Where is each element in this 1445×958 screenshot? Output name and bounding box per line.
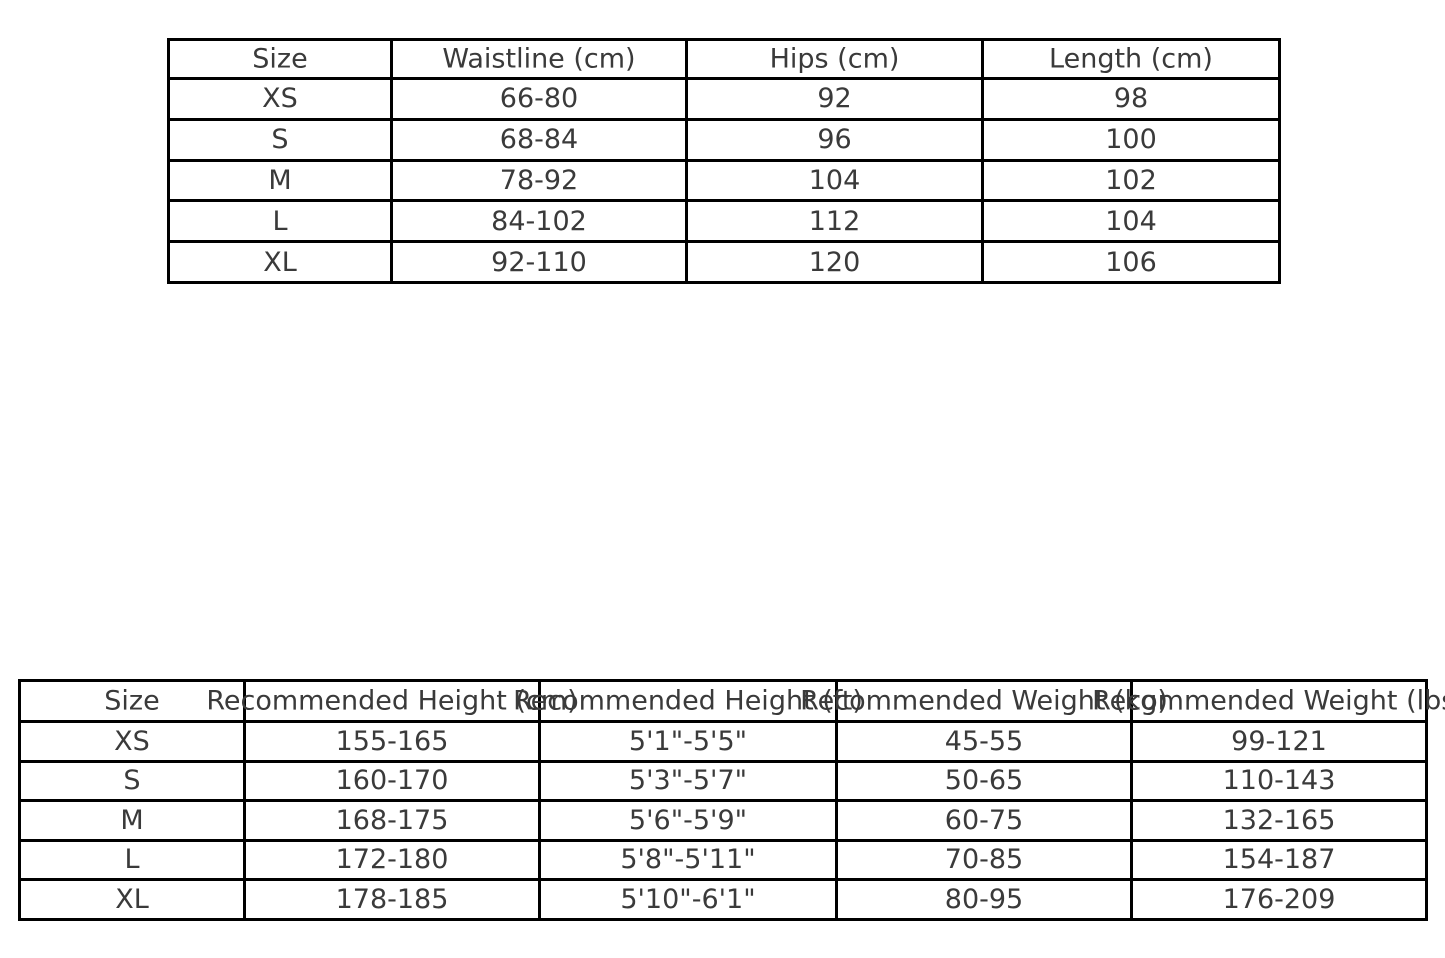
table-row: XS 66-80 92 98 (167, 77, 1281, 121)
table-row: L 84-102 112 104 (167, 199, 1281, 244)
body-size-table: Size Recommended Height (cm) Recommended H… (18, 679, 1445, 921)
table-row: XS 155-165 5'1"-5'5" 45-55 99-121 (18, 720, 1428, 763)
column-header: Size (167, 38, 393, 80)
table-cell: 104 (981, 199, 1281, 244)
table-cell: 5'8"-5'11" (538, 838, 838, 881)
table-cell: S (167, 117, 393, 162)
table-cell: S (18, 759, 246, 802)
table-row: XL 92-110 120 106 (167, 240, 1281, 284)
table-cell: 168-175 (243, 799, 541, 842)
table-cell: 110-143 (1130, 759, 1428, 802)
table-cell: 98 (981, 77, 1281, 121)
table-cell: 178-185 (243, 878, 541, 921)
table-cell: 112 (685, 199, 984, 244)
table-cell: 106 (981, 240, 1281, 284)
table-cell: 84-102 (390, 199, 688, 244)
table-row: L 172-180 5'8"-5'11" 70-85 154-187 (18, 838, 1428, 881)
header-row: Size Recommended Height (cm) Recommended H… (18, 679, 1445, 723)
table-cell: 80-95 (835, 878, 1133, 921)
header-row: Size Waistline (cm) Hips (cm) Length (cm) (167, 38, 1281, 80)
table-cell: 50-65 (835, 759, 1133, 802)
body-size-table-header: Size Recommended Height (cm) Recommended H… (18, 679, 1445, 723)
table-cell: 96 (685, 117, 984, 162)
table-cell: 68-84 (390, 117, 688, 162)
table-cell: 99-121 (1130, 720, 1428, 763)
table-cell: M (18, 799, 246, 842)
table-cell: 45-55 (835, 720, 1133, 763)
table-cell: 70-85 (835, 838, 1133, 881)
column-header: Recommended Weight (lbs) (1092, 679, 1445, 723)
table-cell: 154-187 (1130, 838, 1428, 881)
table-row: M 78-92 104 102 (167, 158, 1281, 203)
column-header: Hips (cm) (685, 38, 984, 80)
table-row: XL 178-185 5'10"-6'1" 80-95 176-209 (18, 878, 1428, 921)
table-cell: 120 (685, 240, 984, 284)
body-size-table-body: XS 155-165 5'1"-5'5" 45-55 99-121 S 160-170 5'3… (18, 720, 1428, 921)
column-header-label: Size (104, 685, 160, 717)
column-header: Waistline (cm) (390, 38, 688, 80)
table-cell: 155-165 (243, 720, 541, 763)
garment-size-table: Size Waistline (cm) Hips (cm) Length (cm) X… (167, 38, 1281, 284)
table-row: S 160-170 5'3"-5'7" 50-65 110-143 (18, 759, 1428, 802)
column-header: Length (cm) (981, 38, 1281, 80)
column-header-label: Length (cm) (1049, 43, 1213, 75)
table-cell: 176-209 (1130, 878, 1428, 921)
column-header-label: Waistline (cm) (442, 43, 636, 75)
table-cell: 92-110 (390, 240, 688, 284)
table-row: S 68-84 96 100 (167, 117, 1281, 162)
column-header: Recommended Weight (kg) (800, 679, 1168, 723)
table-cell: 78-92 (390, 158, 688, 203)
column-header-label: Hips (cm) (769, 43, 900, 75)
table-cell: XS (167, 77, 393, 121)
table-cell: 5'1"-5'5" (538, 720, 838, 763)
column-header: Recommended Height (ft) (513, 679, 863, 723)
table-cell: L (167, 199, 393, 244)
table-cell: 5'6"-5'9" (538, 799, 838, 842)
table-cell: 104 (685, 158, 984, 203)
table-cell: 102 (981, 158, 1281, 203)
table-cell: 132-165 (1130, 799, 1428, 842)
table-cell: XS (18, 720, 246, 763)
table-cell: 66-80 (390, 77, 688, 121)
table-cell: XL (18, 878, 246, 921)
table-row: M 168-175 5'6"-5'9" 60-75 132-165 (18, 799, 1428, 842)
table-cell: 172-180 (243, 838, 541, 881)
table-cell: 5'10"-6'1" (538, 878, 838, 921)
table-cell: 160-170 (243, 759, 541, 802)
table-cell: L (18, 838, 246, 881)
garment-size-table-body: XS 66-80 92 98 S 68-84 96 100 M 78-92 104 102 L 84-10… (167, 77, 1281, 284)
table-cell: 100 (981, 117, 1281, 162)
column-header: Size (18, 679, 246, 723)
column-header-label: Size (252, 43, 308, 75)
table-cell: 60-75 (835, 799, 1133, 842)
column-header-label: Recommended Height (cm) (206, 685, 578, 717)
column-header-label: Recommended Weight (kg) (800, 685, 1168, 717)
table-cell: XL (167, 240, 393, 284)
column-header-label: Recommended Height (ft) (513, 685, 863, 717)
column-header: Recommended Height (cm) (206, 679, 578, 723)
garment-size-table-header: Size Waistline (cm) Hips (cm) Length (cm) (167, 38, 1281, 80)
column-header-label: Recommended Weight (lbs) (1092, 685, 1445, 717)
table-cell: 5'3"-5'7" (538, 759, 838, 802)
table-cell: 92 (685, 77, 984, 121)
table-cell: M (167, 158, 393, 203)
